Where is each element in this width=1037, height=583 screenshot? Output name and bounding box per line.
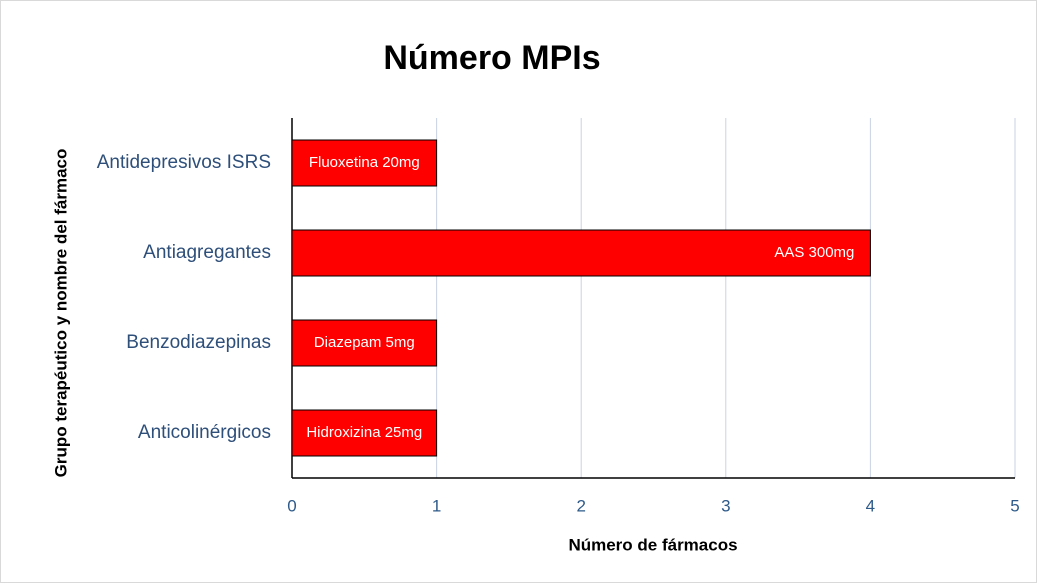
bar-label: Hidroxizina 25mg: [306, 424, 422, 441]
x-axis-label: Número de fármacos: [568, 535, 737, 554]
chart-title: Número MPIs: [383, 39, 600, 77]
x-tick-label: 2: [576, 496, 585, 515]
bar: [291, 409, 438, 457]
bar-label: Diazepam 5mg: [314, 334, 415, 351]
x-tick-label: 0: [287, 496, 296, 515]
x-tick-label: 1: [432, 496, 441, 515]
y-axis-label: Grupo terapéutico y nombre del fármaco: [51, 149, 70, 478]
bar: [291, 319, 438, 367]
bar: [291, 229, 871, 277]
y-tick-label: Anticolinérgicos: [138, 422, 271, 443]
bar-label: AAS 300mg: [774, 244, 854, 261]
bar: [291, 139, 438, 187]
bar-label: Fluoxetina 20mg: [309, 154, 420, 171]
x-tick-label: 5: [1010, 496, 1019, 515]
y-tick-label: Antidepresivos ISRS: [97, 152, 271, 173]
x-tick-label: 3: [721, 496, 730, 515]
y-tick-label: Benzodiazepinas: [126, 332, 271, 353]
x-tick-label: 4: [866, 496, 875, 515]
y-tick-label: Antiagregantes: [143, 242, 271, 263]
